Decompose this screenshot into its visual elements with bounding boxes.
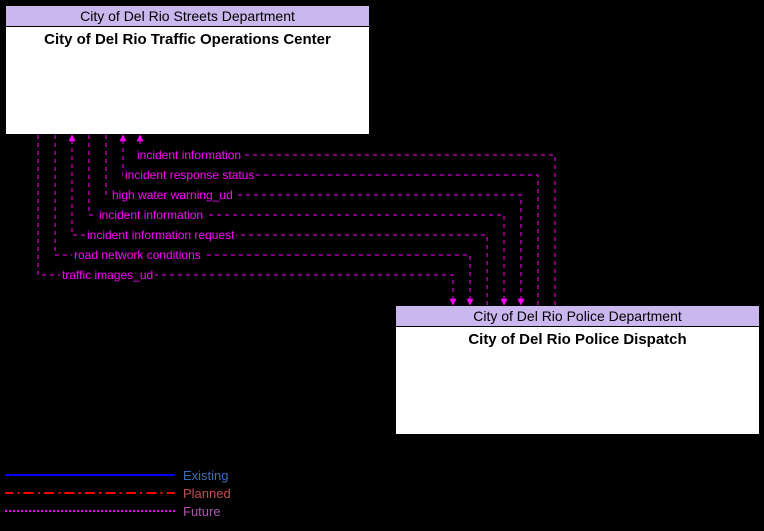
legend-planned-label: Planned — [183, 486, 231, 501]
legend-planned: Planned — [5, 485, 231, 501]
legend-future-label: Future — [183, 504, 221, 519]
legend-existing: Existing — [5, 467, 231, 483]
legend-planned-line — [5, 492, 175, 494]
node-traffic-ops: City of Del Rio Streets Department City … — [5, 5, 370, 135]
flow-label-1: incident response status — [123, 168, 256, 182]
flow-label-0: incident information — [135, 148, 243, 162]
node-police-dispatch: City of Del Rio Police Department City o… — [395, 305, 760, 435]
legend-future: Future — [5, 503, 231, 519]
flow-label-5: road network conditions — [72, 248, 203, 262]
legend-existing-label: Existing — [183, 468, 229, 483]
node-police-dispatch-header: City of Del Rio Police Department — [396, 306, 759, 327]
flow-label-2: high water warning_ud — [110, 188, 235, 202]
flow-label-4: incident information request — [85, 228, 236, 242]
legend-future-line — [5, 510, 175, 512]
legend-existing-line — [5, 474, 175, 476]
node-traffic-ops-header: City of Del Rio Streets Department — [6, 6, 369, 27]
legend: Existing Planned Future — [5, 465, 231, 521]
flow-label-6: traffic images_ud — [60, 268, 155, 282]
flow-label-3: incident information — [97, 208, 205, 222]
node-traffic-ops-title: City of Del Rio Traffic Operations Cente… — [6, 27, 369, 52]
node-police-dispatch-title: City of Del Rio Police Dispatch — [396, 327, 759, 352]
